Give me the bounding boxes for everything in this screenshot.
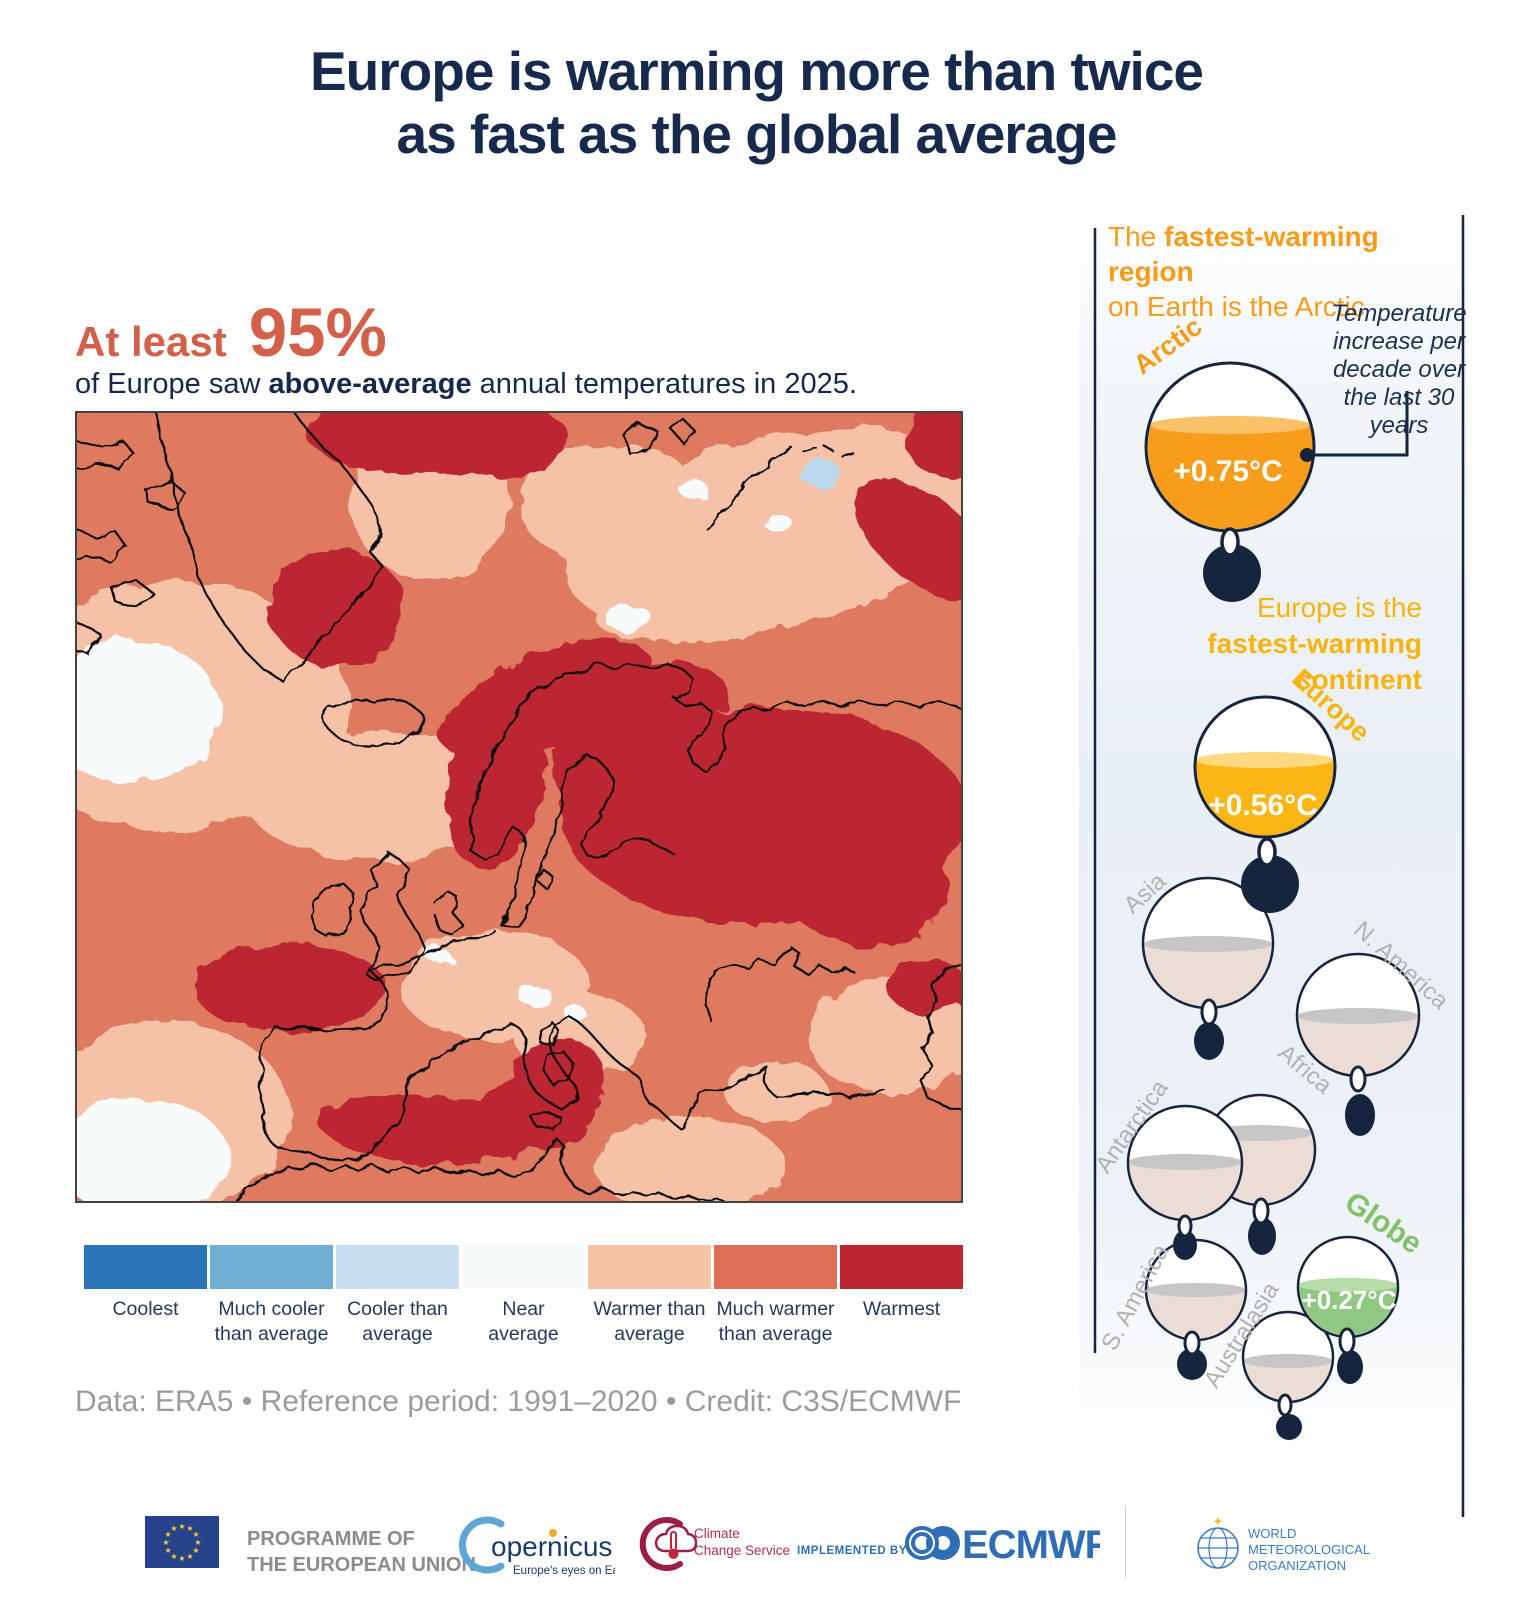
ecmwf-wordmark: ECMWF	[962, 1523, 1100, 1567]
implemented-by-label: IMPLEMENTED BY	[797, 1545, 907, 1557]
svg-text:★: ★	[178, 1522, 185, 1531]
page-title-line1: Europe is warming more than twice	[309, 40, 1204, 102]
svg-text:★: ★	[165, 1546, 172, 1555]
copernicus-logo: opernicus Europe's eyes on Earth	[455, 1506, 632, 1593]
callout-line	[1314, 391, 1409, 457]
thermometers-canvas: Asia N. America	[1090, 215, 1465, 1517]
europe-heading: Europe is the fastest-warming continent	[1085, 590, 1422, 698]
stat-sentence-pre: of Europe saw	[75, 368, 269, 400]
europe-heading-line2: fastest-warming continent	[1207, 628, 1422, 695]
wmo-label-line2: METEOROLOGICAL	[1248, 1542, 1370, 1557]
anomaly-blobs	[75, 411, 963, 1203]
svg-text:★: ★	[162, 1538, 169, 1547]
legend-swatch-much-cooler	[210, 1245, 333, 1289]
legend-swatch-much-warmer	[714, 1245, 837, 1289]
arctic-heading-line2: on Earth is the Arctic	[1108, 291, 1365, 322]
callout-text: Temperature increase per decade over the…	[1331, 300, 1467, 439]
legend-label: Warmer than average	[593, 1298, 706, 1345]
data-credit: Data: ERA5 • Reference period: 1991–2020…	[75, 1385, 962, 1418]
copernicus-icon: opernicus Europe's eyes on Earth	[458, 1516, 632, 1577]
coastlines	[75, 411, 963, 1203]
c3s-label-line2: Change Service	[694, 1543, 790, 1558]
thermometer-arctic: +0.75°C Arctic	[1128, 311, 1409, 602]
map-legend	[84, 1245, 963, 1289]
c3s-icon: Climate Change Service	[639, 1517, 790, 1571]
globe-value: +0.27°C	[1302, 1285, 1397, 1315]
page-title: Europe is warming more than twice as fas…	[0, 40, 1513, 166]
arctic-heading: The fastest-warming region on Earth is t…	[1108, 219, 1438, 324]
arctic-value: +0.75°C	[1173, 455, 1283, 488]
callout-dot	[1300, 448, 1314, 462]
svg-text:★: ★	[178, 1554, 185, 1563]
svg-text:✦: ✦	[1213, 1514, 1224, 1529]
thermometer-antarctica: Antarctica	[1090, 1075, 1244, 1260]
ecmwf-icon: ECMWF	[905, 1523, 1109, 1567]
svg-text:★: ★	[170, 1552, 177, 1561]
page-title-line2: as fast as the global average	[396, 103, 1118, 165]
europe-anomaly-map	[75, 411, 963, 1203]
legend-swatch-coolest	[84, 1245, 207, 1289]
svg-text:★: ★	[186, 1552, 193, 1561]
map-border	[75, 411, 963, 1203]
legend-label: Much cooler than average	[214, 1298, 329, 1345]
wmo-label-line1: WORLD	[1248, 1526, 1296, 1541]
ecmwf-logo: ECMWF	[900, 1520, 1109, 1573]
thermometer-n-america: N. America	[1295, 916, 1454, 1136]
legend-swatch-near-average	[462, 1245, 585, 1289]
legend-label: Coolest	[112, 1298, 179, 1320]
arctic-heading-pre: The	[1108, 221, 1165, 252]
map-canvas	[75, 411, 963, 1203]
legend-label: Near average	[488, 1298, 559, 1345]
legend-label: Cooler than average	[347, 1298, 448, 1345]
legend-swatch-warmer	[588, 1245, 711, 1289]
c3s-label-line1: Climate	[694, 1526, 740, 1541]
eu-programme-label: PROGRAMME OF THE EUROPEAN UNION	[247, 1528, 476, 1576]
stat-value: 95%	[248, 294, 387, 371]
wmo-logo: ✦ WORLD METEOROLOGICAL ORGANIZATION	[1190, 1512, 1370, 1589]
copernicus-tagline: Europe's eyes on Earth	[513, 1565, 615, 1577]
svg-text:★: ★	[192, 1546, 199, 1555]
wmo-icon: ✦ WORLD METEOROLOGICAL ORGANIZATION	[1197, 1514, 1370, 1573]
svg-text:★: ★	[165, 1530, 172, 1539]
stat-sentence-bold: above-average	[268, 368, 472, 400]
wmo-label-line3: ORGANIZATION	[1248, 1558, 1346, 1573]
svg-text:★: ★	[194, 1538, 201, 1547]
legend-label: Much warmer than average	[716, 1298, 835, 1345]
legend-swatch-cooler	[336, 1245, 459, 1289]
svg-text:★: ★	[170, 1524, 177, 1533]
eu-flag-icon: ★ ★★ ★★★ ★★★ ★★★	[145, 1516, 219, 1568]
c3s-logo: Climate Change Service	[632, 1506, 797, 1593]
stat-headline: At least 95%	[75, 293, 387, 372]
stat-sentence: of Europe saw above-average annual tempe…	[75, 368, 857, 401]
map-legend-labels: Coolest Much cooler than average Cooler …	[84, 1297, 963, 1347]
stat-prefix: At least	[75, 318, 227, 365]
thermometer-europe: +0.56°C Europe	[1193, 663, 1376, 913]
legend-swatch-warmest	[840, 1245, 963, 1289]
thermometers-panel: Asia N. America	[1078, 215, 1468, 1525]
europe-value: +0.56°C	[1208, 789, 1318, 822]
logo-divider	[1125, 1506, 1126, 1578]
stat-sentence-post: annual temperatures in 2025.	[471, 368, 857, 400]
europe-heading-line1: Europe is the	[1257, 592, 1422, 623]
svg-text:★: ★	[186, 1524, 193, 1533]
svg-text:★: ★	[192, 1530, 199, 1539]
legend-label: Warmest	[862, 1298, 941, 1320]
eu-flag-logo: ★ ★ ★ ★ ★ ★ ★ ★ ★ ★ ★ ★	[145, 1516, 219, 1573]
arctic-heading-bold: fastest-warming region	[1108, 221, 1379, 287]
